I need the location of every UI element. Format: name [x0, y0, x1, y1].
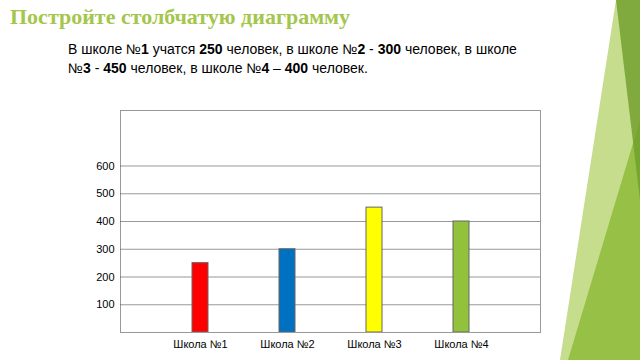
svg-text:500: 500	[96, 187, 114, 199]
svg-text:600: 600	[96, 160, 114, 172]
svg-text:200: 200	[96, 271, 114, 283]
svg-text:Школа №1: Школа №1	[173, 338, 227, 350]
svg-text:Школа №4: Школа №4	[434, 338, 488, 350]
svg-text:100: 100	[96, 298, 114, 310]
svg-text:Школа №3: Школа №3	[347, 338, 401, 350]
html-text:В школе № 1 учатся 250 человек: В школе № 1 учатся 250 человек, в школе …	[68, 41, 517, 76]
html-text:Постройте столбчатую диаграмму: Постройте столбчатую диаграмму	[10, 4, 351, 29]
svg-text:400: 400	[96, 215, 114, 227]
svg-text:Школа №2: Школа №2	[260, 338, 314, 350]
svg-text:300: 300	[96, 243, 114, 255]
